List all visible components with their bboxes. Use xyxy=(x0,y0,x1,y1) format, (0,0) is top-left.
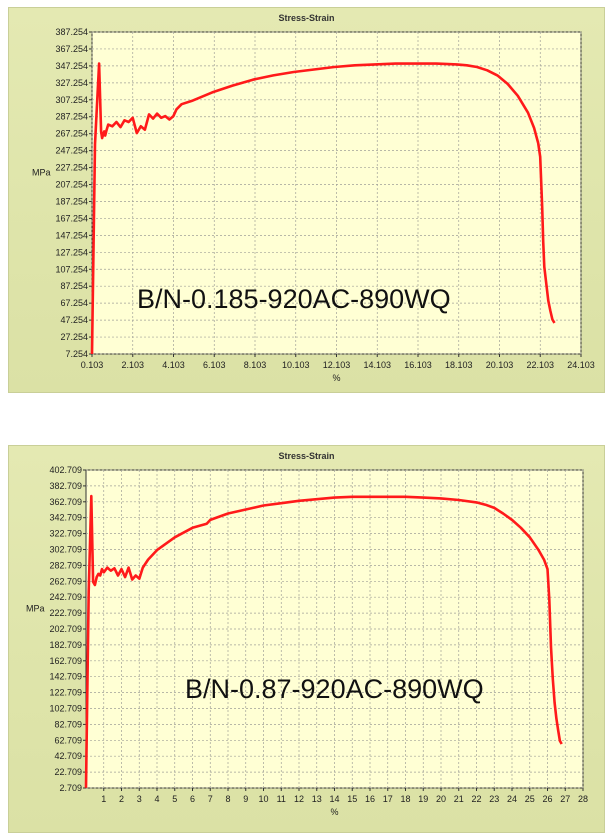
y-tick-label: 27.254 xyxy=(60,332,88,342)
x-tick-label: 15 xyxy=(347,794,357,804)
y-tick-label: 107.254 xyxy=(55,264,88,274)
x-tick-label: 21 xyxy=(454,794,464,804)
y-axis-label: MPa xyxy=(26,604,45,614)
x-tick-label: 14 xyxy=(329,794,339,804)
chart-panel-1: Stress-Strain 7.254 27.254 47.254 67.254 87.… xyxy=(8,7,605,393)
x-axis: 1 2 3 4 5 6 7 8 9 10 11 12 13 14 15 16 17 18 19 20 21 22 23 24 2… xyxy=(101,470,588,804)
x-tick-label: 16.103 xyxy=(404,360,432,370)
y-tick-label: 282.709 xyxy=(49,560,82,570)
x-tick-label: 28 xyxy=(578,794,588,804)
chart-svg-1: 7.254 27.254 47.254 67.254 87.254 107.254 127.… xyxy=(32,27,595,383)
x-tick-label: 13 xyxy=(312,794,322,804)
chart-svg-2: 2.709 22.709 42.709 62.709 82.709 102.709 122.… xyxy=(26,465,588,817)
y-tick-label: 162.709 xyxy=(49,656,82,666)
chart-title: Stress-Strain xyxy=(278,13,335,23)
y-tick-label: 167.254 xyxy=(55,213,88,223)
x-tick-label: 22.103 xyxy=(526,360,554,370)
y-tick-label: 202.709 xyxy=(49,624,82,634)
y-tick-label: 142.709 xyxy=(49,672,82,682)
y-tick-label: 182.709 xyxy=(49,640,82,650)
x-axis: 0.103 2.103 4.103 6.103 8.103 10.103 12.103 14.… xyxy=(81,32,595,370)
x-tick-label: 12.103 xyxy=(323,360,351,370)
x-tick-label: 2 xyxy=(119,794,124,804)
x-tick-label: 18.103 xyxy=(445,360,473,370)
x-tick-label: 12 xyxy=(294,794,304,804)
x-tick-label: 23 xyxy=(489,794,499,804)
sample-annotation: B/N-0.87-920AC-890WQ xyxy=(185,674,484,704)
y-tick-label: 327.254 xyxy=(55,78,88,88)
x-tick-label: 14.103 xyxy=(363,360,391,370)
y-tick-label: 2.709 xyxy=(59,783,82,793)
y-tick-label: 247.254 xyxy=(55,146,88,156)
y-tick-label: 367.254 xyxy=(55,44,88,54)
x-tick-label: 18 xyxy=(400,794,410,804)
x-tick-label: 2.103 xyxy=(121,360,144,370)
x-tick-label: 16 xyxy=(365,794,375,804)
x-tick-label: 8.103 xyxy=(244,360,267,370)
x-tick-label: 5 xyxy=(172,794,177,804)
x-tick-label: 17 xyxy=(383,794,393,804)
y-tick-label: 82.709 xyxy=(54,719,82,729)
x-tick-label: 7 xyxy=(208,794,213,804)
x-tick-label: 26 xyxy=(542,794,552,804)
y-tick-label: 347.254 xyxy=(55,61,88,71)
x-tick-label: 27 xyxy=(560,794,570,804)
y-tick-label: 222.709 xyxy=(49,608,82,618)
stress-strain-line xyxy=(90,62,556,355)
x-tick-label: 19 xyxy=(418,794,428,804)
x-tick-label: 4 xyxy=(154,794,159,804)
y-tick-label: 87.254 xyxy=(60,281,88,291)
x-tick-label: 25 xyxy=(525,794,535,804)
y-tick-label: 267.254 xyxy=(55,129,88,139)
y-tick-label: 342.709 xyxy=(49,513,82,523)
x-tick-label: 10 xyxy=(258,794,268,804)
y-tick-label: 7.254 xyxy=(65,349,88,359)
y-tick-label: 147.254 xyxy=(55,230,88,240)
chart-panel-2: Stress-Strain 2.709 22.709 42.709 62.709 82.… xyxy=(8,445,605,833)
y-tick-label: 307.254 xyxy=(55,95,88,105)
x-tick-label: 6 xyxy=(190,794,195,804)
y-tick-label: 67.254 xyxy=(60,298,88,308)
y-tick-label: 387.254 xyxy=(55,27,88,37)
y-tick-label: 382.709 xyxy=(49,481,82,491)
y-axis-label: MPa xyxy=(32,167,51,177)
x-tick-label: 9 xyxy=(243,794,248,804)
y-tick-label: 102.709 xyxy=(49,704,82,714)
x-tick-label: 6.103 xyxy=(203,360,226,370)
y-tick-label: 122.709 xyxy=(49,688,82,698)
y-tick-label: 227.254 xyxy=(55,163,88,173)
y-tick-label: 362.709 xyxy=(49,497,82,507)
y-tick-label: 62.709 xyxy=(54,735,82,745)
y-axis: 2.709 22.709 42.709 62.709 82.709 102.709 122.… xyxy=(49,465,583,793)
x-tick-label: 24 xyxy=(507,794,517,804)
sample-annotation: B/N-0.185-920AC-890WQ xyxy=(137,284,451,314)
x-axis-label: % xyxy=(332,373,340,383)
x-tick-label: 22 xyxy=(471,794,481,804)
y-tick-label: 302.709 xyxy=(49,545,82,555)
x-tick-label: 11 xyxy=(277,794,286,804)
y-tick-label: 402.709 xyxy=(49,465,82,475)
x-tick-label: 8 xyxy=(225,794,230,804)
x-tick-label: 1 xyxy=(101,794,106,804)
x-tick-label: 4.103 xyxy=(162,360,185,370)
y-tick-label: 242.709 xyxy=(49,592,82,602)
x-tick-label: 20 xyxy=(436,794,446,804)
y-tick-label: 322.709 xyxy=(49,529,82,539)
y-tick-label: 187.254 xyxy=(55,196,88,206)
y-tick-label: 287.254 xyxy=(55,112,88,122)
y-tick-label: 207.254 xyxy=(55,180,88,190)
x-axis-label: % xyxy=(330,807,338,817)
y-tick-label: 22.709 xyxy=(54,767,82,777)
x-tick-label: 20.103 xyxy=(486,360,514,370)
x-tick-label: 24.103 xyxy=(567,360,595,370)
stress-strain-line xyxy=(84,494,563,788)
y-tick-label: 262.709 xyxy=(49,576,82,586)
y-tick-label: 127.254 xyxy=(55,247,88,257)
y-tick-label: 42.709 xyxy=(54,751,82,761)
x-tick-label: 10.103 xyxy=(282,360,310,370)
chart-title: Stress-Strain xyxy=(278,451,335,461)
y-tick-label: 47.254 xyxy=(60,315,88,325)
x-tick-label: 3 xyxy=(137,794,142,804)
x-tick-label: 0.103 xyxy=(81,360,104,370)
